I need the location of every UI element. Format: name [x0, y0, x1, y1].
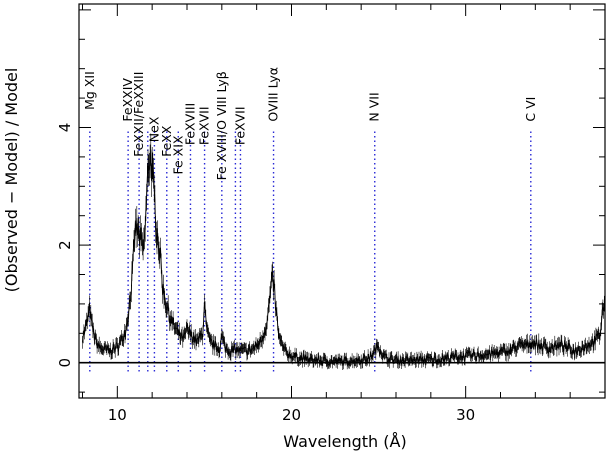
- line-label-13: N VII: [367, 92, 382, 121]
- x-tick-label: 30: [456, 406, 475, 424]
- y-tick-label: 2: [56, 240, 74, 250]
- line-label-0: Mg XII: [82, 71, 97, 110]
- line-label-12: OVIII Lyα: [266, 67, 281, 122]
- line-label-11: FeXVII: [232, 106, 247, 145]
- x-tick-label: 20: [282, 406, 301, 424]
- data-series-line: [82, 149, 606, 366]
- line-label-1: FeXXIV: [120, 78, 135, 122]
- y-tick-label: 0: [56, 358, 74, 368]
- residual-data: [79, 133, 606, 370]
- line-label-7: FeXVIII: [182, 103, 197, 145]
- plot-frame: [78, 3, 606, 399]
- line-label-2: FeXXII/FeXXIII: [131, 72, 146, 157]
- line-label-8: FeXVII: [197, 106, 212, 145]
- line-label-4: NeX: [146, 116, 161, 142]
- axes: 10 20 30 0 2 4: [56, 3, 606, 424]
- y-axis-title: (Observed − Model) / Model: [2, 68, 21, 293]
- line-label-9: Fe XVIII/O VIII Lyβ: [214, 71, 229, 180]
- x-tick-label: 10: [108, 406, 127, 424]
- line-label-14: C VI: [523, 97, 538, 122]
- line-label-6: Fe XIX: [170, 135, 185, 174]
- line-label-5: FeXX: [159, 125, 174, 157]
- y-tick-label: 4: [56, 123, 74, 133]
- x-axis-title: Wavelength (Å): [283, 432, 406, 451]
